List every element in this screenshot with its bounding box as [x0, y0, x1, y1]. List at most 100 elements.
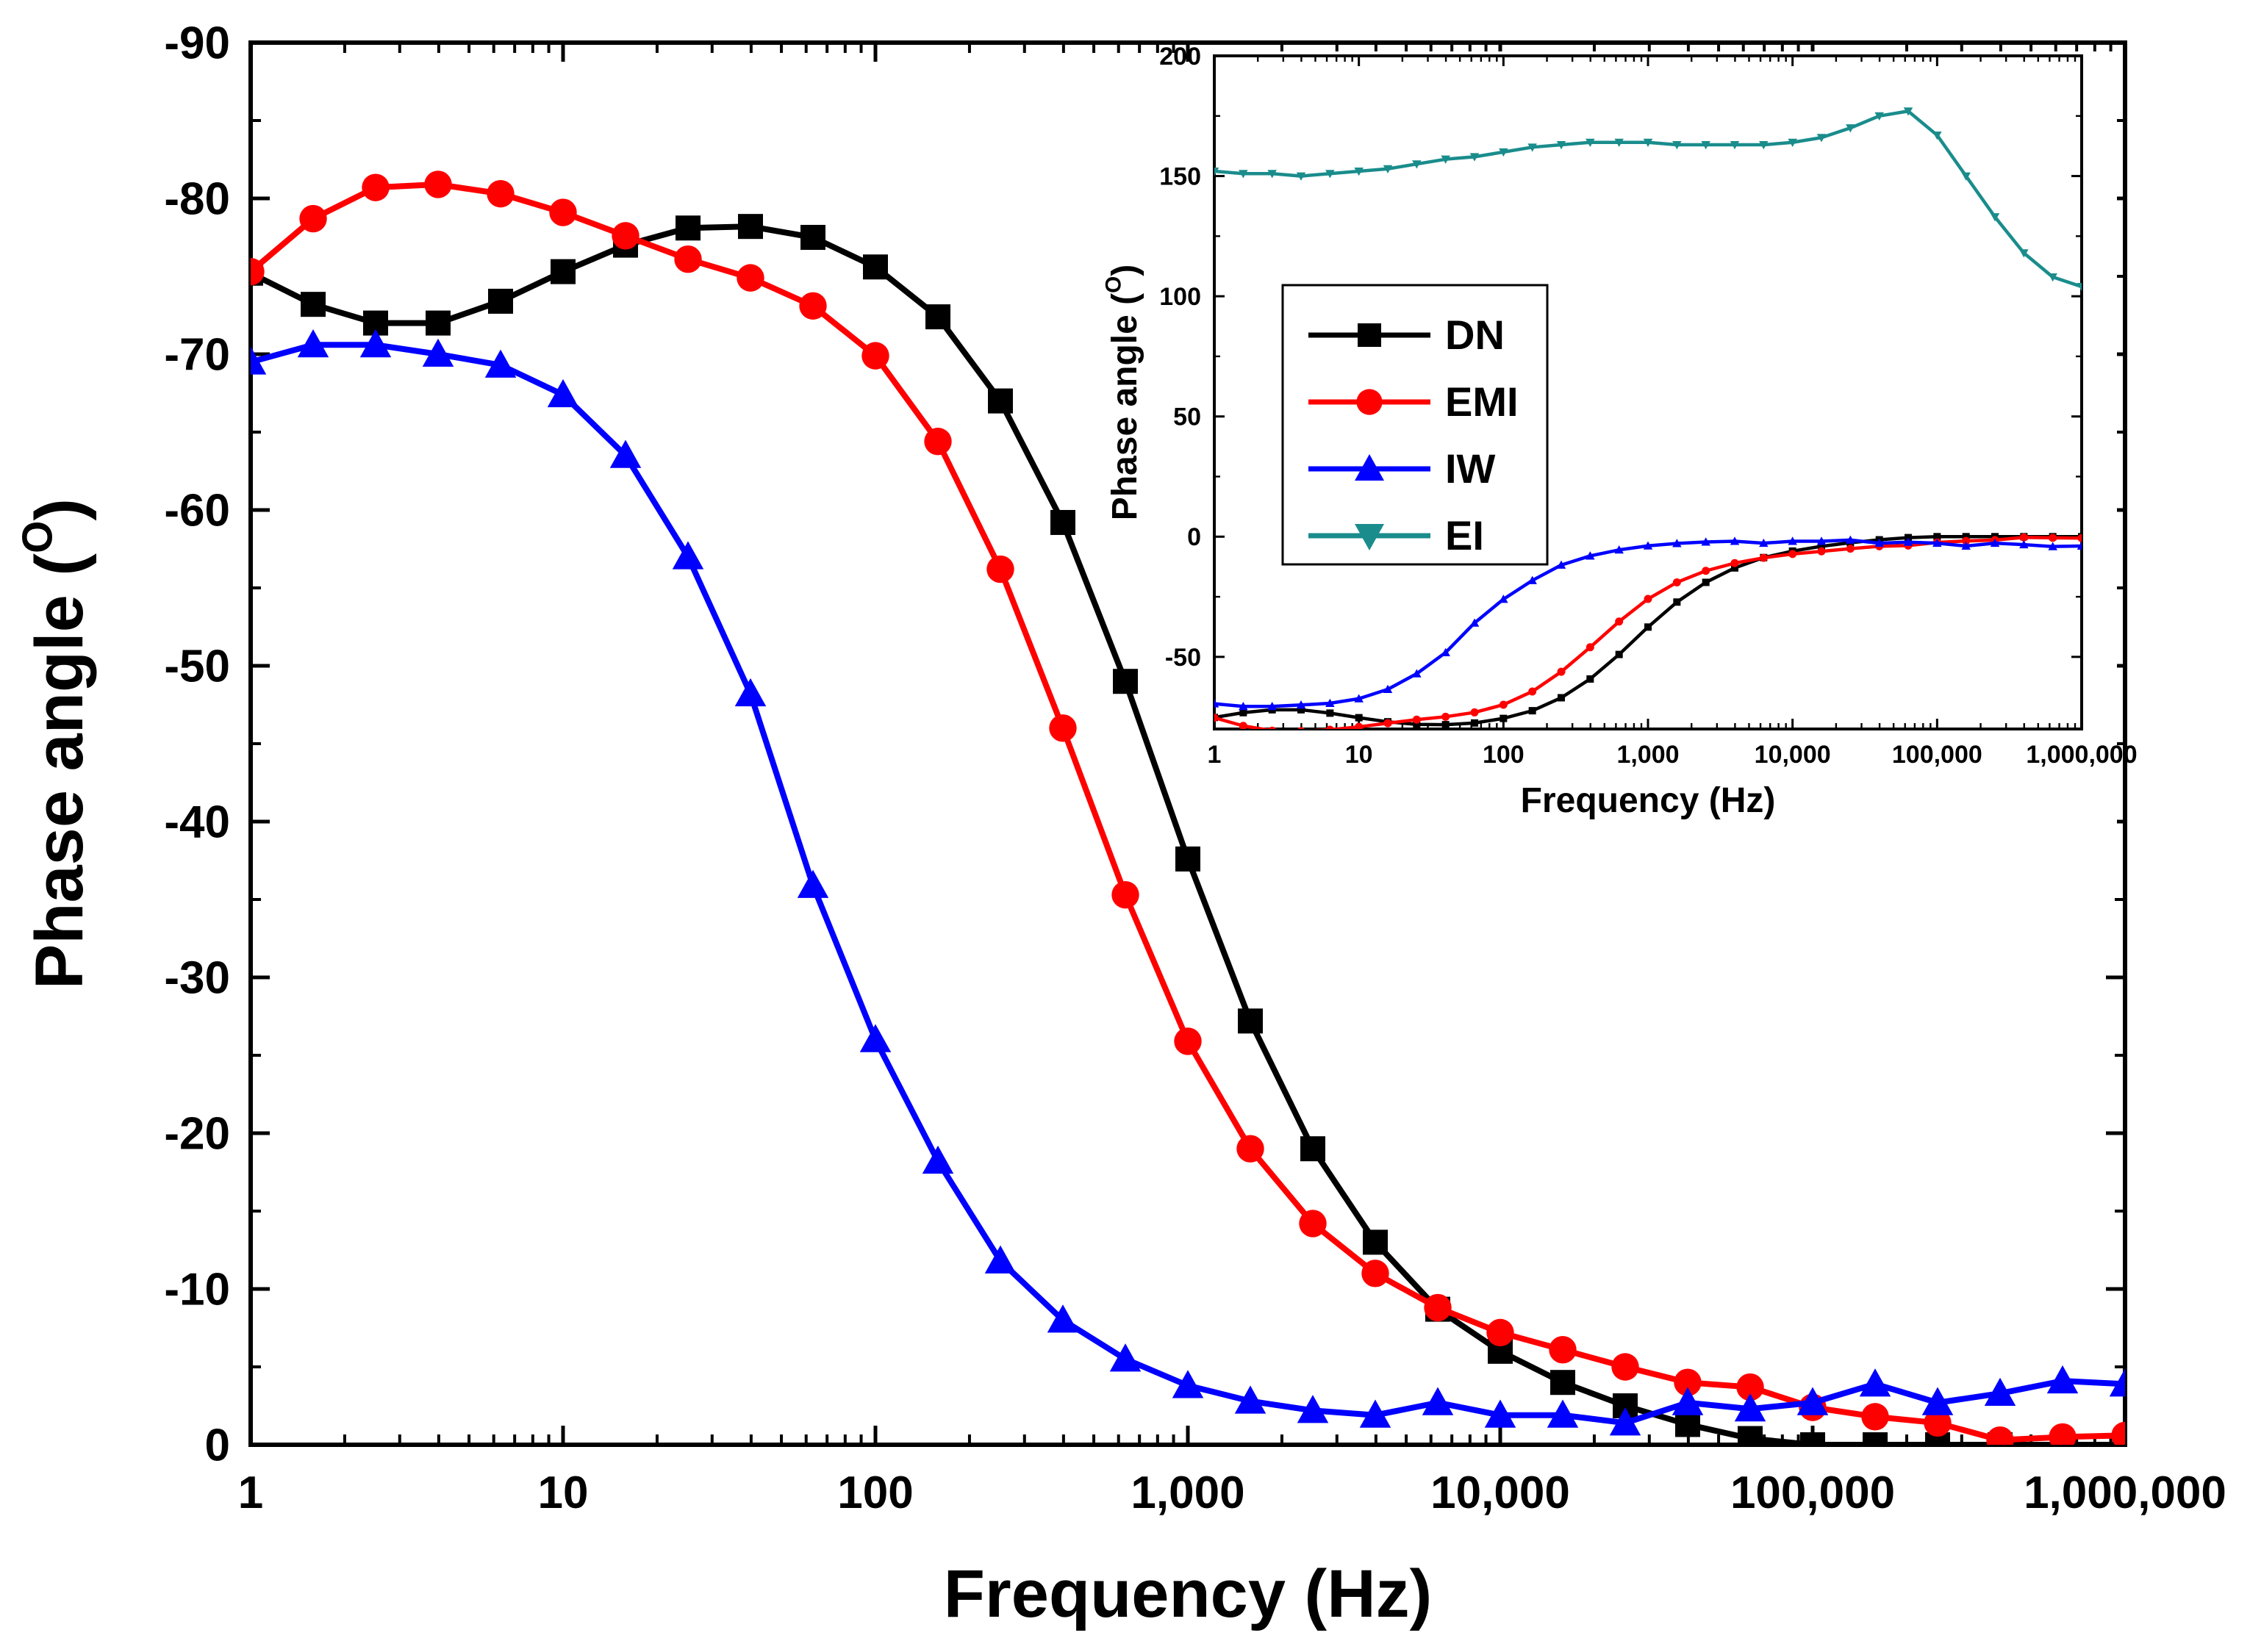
- inset-data-point-ei: [2048, 273, 2057, 282]
- inset-data-point-dn: [1413, 720, 1421, 728]
- main-data-point-iw: [1297, 1395, 1329, 1423]
- inset-y-tick-label: 150: [1159, 162, 1201, 190]
- main-y-tick-label: -90: [164, 18, 230, 69]
- legend-swatch-marker-emi: [1356, 389, 1383, 415]
- inset-data-point-emi: [1412, 715, 1421, 724]
- legend-label-ei: EI: [1445, 512, 1484, 559]
- inset-y-axis-title-text: Phase angle (: [1106, 293, 1144, 520]
- main-data-point-emi: [424, 170, 452, 198]
- legend-swatch-marker-dn: [1358, 323, 1381, 347]
- inset-data-point-dn: [1441, 721, 1450, 729]
- inset-y-tick-label: -50: [1165, 644, 1201, 672]
- main-data-point-dn: [1674, 1412, 1700, 1437]
- main-data-point-emi: [924, 428, 952, 456]
- main-data-point-dn: [1925, 1432, 1951, 1445]
- inset-x-tick-label: 100: [1483, 741, 1525, 769]
- main-data-point-iw: [484, 349, 517, 378]
- main-y-axis-title-text: Phase angle (: [22, 553, 97, 989]
- inset-data-point-ei: [1469, 153, 1480, 162]
- inset-data-point-emi: [1788, 550, 1797, 559]
- inset-data-point-dn: [1297, 705, 1305, 714]
- inset-y-tick-label: 100: [1159, 283, 1201, 311]
- main-chart: 1 10 100 1,000 10,000 100,000 1,000,0000-10-20…: [15, 18, 2226, 1631]
- inset-data-point-iw: [1788, 536, 1797, 545]
- main-data-point-dn: [737, 214, 763, 240]
- inset-data-point-emi: [1846, 545, 1855, 553]
- main-data-point-emi: [799, 292, 827, 320]
- inset-x-tick-label: 10: [1345, 741, 1373, 769]
- main-x-axis-title: Frequency (Hz): [944, 1556, 1433, 1631]
- main-data-point-iw: [2109, 1368, 2125, 1397]
- inset-data-point-emi: [1730, 559, 1739, 567]
- legend-swatch-marker-iw: [1355, 454, 1384, 481]
- inset-data-point-iw: [2019, 539, 2029, 549]
- legend-box: [1281, 284, 1549, 566]
- main-data-point-emi: [674, 245, 702, 273]
- inset-data-point-iw: [1412, 669, 1422, 678]
- inset-data-point-dn: [1326, 709, 1334, 717]
- inset-data-point-iw: [1643, 541, 1653, 550]
- main-x-tick-label: 1,000: [1131, 1468, 1244, 1518]
- main-data-point-iw: [1172, 1370, 1204, 1398]
- inset-data-point-ei: [1296, 172, 1306, 181]
- inset-data-point-ei: [2019, 249, 2029, 258]
- inset-data-point-iw: [1325, 698, 1335, 707]
- inset-data-point-ei: [1214, 168, 1219, 176]
- main-data-point-emi: [549, 198, 577, 226]
- inset-data-point-emi: [1383, 719, 1392, 728]
- inset-data-point-iw: [1846, 535, 1855, 544]
- inset-y-axis-title: Phase angle (O): [1101, 265, 1144, 521]
- inset-data-point-ei: [1903, 107, 1913, 116]
- inset-data-point-dn: [1239, 708, 1247, 717]
- main-data-point-iw: [1547, 1399, 1579, 1428]
- main-data-point-iw: [1047, 1304, 1079, 1333]
- main-data-point-iw: [1672, 1387, 1704, 1415]
- inset-data-point-emi: [1470, 708, 1479, 717]
- inset-data-point-dn: [1702, 578, 1710, 586]
- main-data-point-emi: [737, 264, 764, 292]
- inset-data-point-emi: [1297, 727, 1305, 729]
- inset-x-tick-label: 100,000: [1892, 741, 1982, 769]
- inset-data-point-dn: [1644, 623, 1652, 631]
- legend-label-emi: EMI: [1445, 378, 1519, 425]
- inset-data-point-iw: [1672, 539, 1682, 547]
- main-data-point-dn: [676, 215, 701, 241]
- inset-y-axis-title-close: ): [1106, 265, 1144, 276]
- main-data-point-iw: [797, 869, 829, 898]
- main-data-point-emi: [1611, 1353, 1639, 1381]
- main-data-point-dn: [1238, 1008, 1264, 1034]
- inset-x-tick-label: 1,000,000: [2026, 741, 2137, 769]
- main-data-point-emi: [986, 555, 1014, 583]
- inset-y-axis-title-degree: O: [1101, 276, 1125, 293]
- inset-data-point-iw: [1759, 538, 1769, 547]
- inset-data-point-ei: [1441, 155, 1450, 164]
- main-data-point-emi: [1361, 1260, 1389, 1288]
- inset-x-tick-label: 1: [1208, 741, 1222, 769]
- inset-data-point-dn: [1558, 694, 1566, 702]
- inset-data-point-emi: [1557, 667, 1566, 676]
- inset-data-point-ei: [1932, 131, 1942, 140]
- main-y-tick-label: -80: [164, 174, 230, 225]
- main-data-point-dn: [1550, 1370, 1576, 1396]
- inset-data-point-iw: [1990, 538, 2000, 547]
- main-data-point-iw: [1359, 1399, 1391, 1428]
- inset-data-point-iw: [1586, 551, 1595, 560]
- main-y-tick-label: -20: [164, 1109, 230, 1160]
- inset-data-point-emi: [2019, 533, 2028, 542]
- inset-x-tick-label: 1,000: [1616, 741, 1679, 769]
- main-data-point-iw: [1734, 1393, 1766, 1422]
- inset-legend: DN EMI IW EI: [1281, 284, 1549, 566]
- main-data-point-iw: [1984, 1377, 2016, 1407]
- inset-data-group: [1214, 107, 2082, 729]
- inset-data-point-iw: [2077, 541, 2082, 550]
- inset-y-tick-label: 0: [1187, 523, 1201, 551]
- main-data-point-dn: [800, 225, 826, 250]
- inset-data-point-ei: [1788, 138, 1797, 148]
- inset-data-point-ei: [1614, 138, 1624, 148]
- main-data-point-dn: [863, 254, 888, 280]
- main-data-point-dn: [1300, 1136, 1326, 1162]
- inset-data-point-dn: [1528, 707, 1536, 715]
- inset-data-point-iw: [1527, 575, 1537, 584]
- inset-data-point-dn: [1730, 564, 1738, 572]
- inset-data-point-emi: [1239, 722, 1247, 729]
